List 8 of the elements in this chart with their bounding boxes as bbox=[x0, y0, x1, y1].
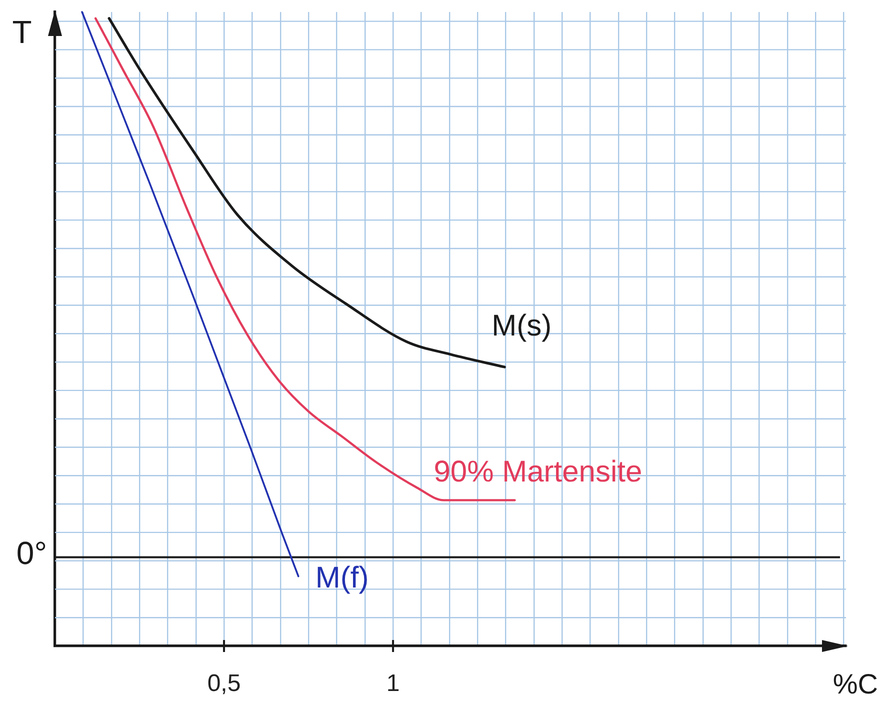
ref-line-label: 0° bbox=[16, 535, 47, 572]
series-label: 90% Martensite bbox=[434, 455, 642, 488]
series-label: M(s) bbox=[492, 309, 552, 342]
x-tick-label: 0,5 bbox=[207, 670, 241, 698]
x-axis-title: %C bbox=[832, 668, 878, 700]
x-tick-label: 1 bbox=[386, 670, 400, 698]
series-label: M(f) bbox=[315, 562, 369, 595]
y-axis-title: T bbox=[12, 14, 32, 50]
